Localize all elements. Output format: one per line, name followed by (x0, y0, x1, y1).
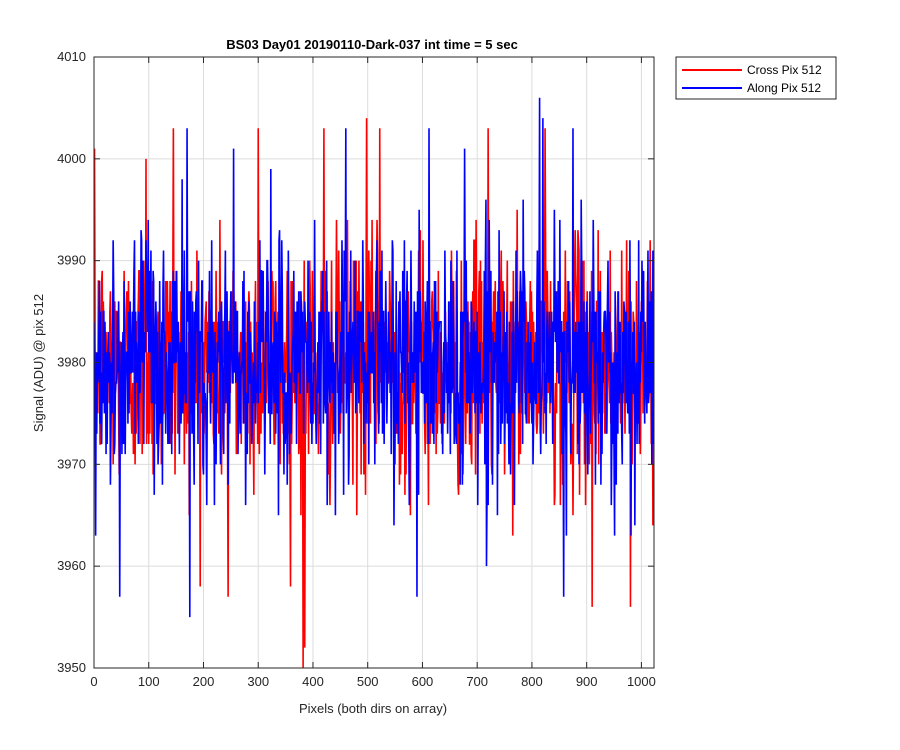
y-tick-label: 3980 (57, 355, 86, 370)
x-tick-label: 800 (521, 674, 543, 689)
plot-area: 0 100 200 300 400 500 600 700 800 900 1000 3950 3960… (57, 49, 656, 689)
y-tick-label: 3950 (57, 660, 86, 675)
legend: Cross Pix 512 Along Pix 512 (675, 56, 837, 100)
x-tick-label: 700 (466, 674, 488, 689)
x-tick-label: 0 (90, 674, 97, 689)
x-axis-label: Pixels (both dirs on array) (299, 701, 447, 716)
x-tick-label: 1000 (627, 674, 656, 689)
series-line-along (94, 97, 654, 618)
x-tick-label: 100 (138, 674, 160, 689)
legend-label-cross: Cross Pix 512 (747, 63, 822, 77)
chart-title: BS03 Day01 20190110-Dark-037 int time = … (226, 37, 518, 52)
y-tick-label: 4000 (57, 151, 86, 166)
x-tick-label: 300 (247, 674, 269, 689)
legend-box (675, 56, 837, 100)
x-tick-label: 900 (576, 674, 598, 689)
y-tick-label: 3960 (57, 558, 86, 573)
y-tick-label: 3990 (57, 253, 86, 268)
y-tick-label: 3970 (57, 456, 86, 471)
legend-label-along: Along Pix 512 (747, 81, 821, 95)
x-tick-label: 200 (193, 674, 215, 689)
y-tick-label: 4010 (57, 49, 86, 64)
x-tick-label: 500 (357, 674, 379, 689)
y-axis-label: Signal (ADU) @ pix 512 (31, 294, 46, 432)
x-tick-label: 600 (412, 674, 434, 689)
x-tick-label: 400 (302, 674, 324, 689)
